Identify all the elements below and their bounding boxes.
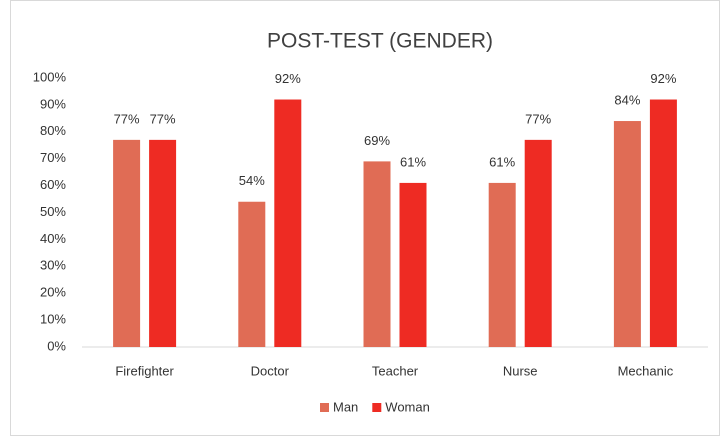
y-tick-label: 0% (47, 338, 66, 353)
y-tick-label: 50% (40, 204, 66, 219)
y-tick-label: 30% (40, 258, 66, 273)
data-label: 92% (650, 71, 676, 86)
data-label: 77% (150, 111, 176, 126)
bar (149, 139, 177, 347)
legend-swatch (372, 403, 382, 412)
y-tick-label: 20% (40, 285, 66, 300)
data-label: 61% (489, 154, 515, 169)
data-label: 92% (275, 71, 301, 86)
y-tick-label: 80% (40, 123, 66, 138)
y-tick-label: 10% (40, 312, 66, 327)
x-tick-label: Mechanic (618, 363, 674, 378)
y-tick-label: 70% (40, 150, 66, 165)
x-tick-label: Nurse (503, 363, 538, 378)
data-label: 77% (114, 111, 140, 126)
data-label: 61% (400, 154, 426, 169)
bar (274, 99, 302, 348)
bar (649, 99, 677, 348)
data-label: 54% (239, 173, 265, 188)
bar (524, 139, 552, 347)
chart-title: POST-TEST (GENDER) (267, 30, 493, 53)
legend-label: Woman (385, 399, 430, 414)
x-tick-label: Firefighter (115, 363, 174, 378)
y-tick-label: 90% (40, 96, 66, 111)
y-tick-label: 100% (33, 69, 67, 84)
bar (399, 182, 427, 347)
bar (613, 121, 641, 347)
data-label: 84% (614, 92, 640, 107)
bar (238, 201, 266, 347)
data-label: 77% (525, 111, 551, 126)
legend-swatch (320, 403, 329, 412)
y-tick-label: 60% (40, 177, 66, 192)
bar (363, 161, 391, 347)
legend-label: Man (333, 399, 358, 414)
y-tick-label: 40% (40, 231, 66, 246)
x-tick-label: Teacher (372, 363, 419, 378)
bar (113, 139, 141, 347)
bar (488, 182, 516, 347)
data-label: 69% (364, 133, 390, 148)
x-tick-label: Doctor (251, 363, 290, 378)
